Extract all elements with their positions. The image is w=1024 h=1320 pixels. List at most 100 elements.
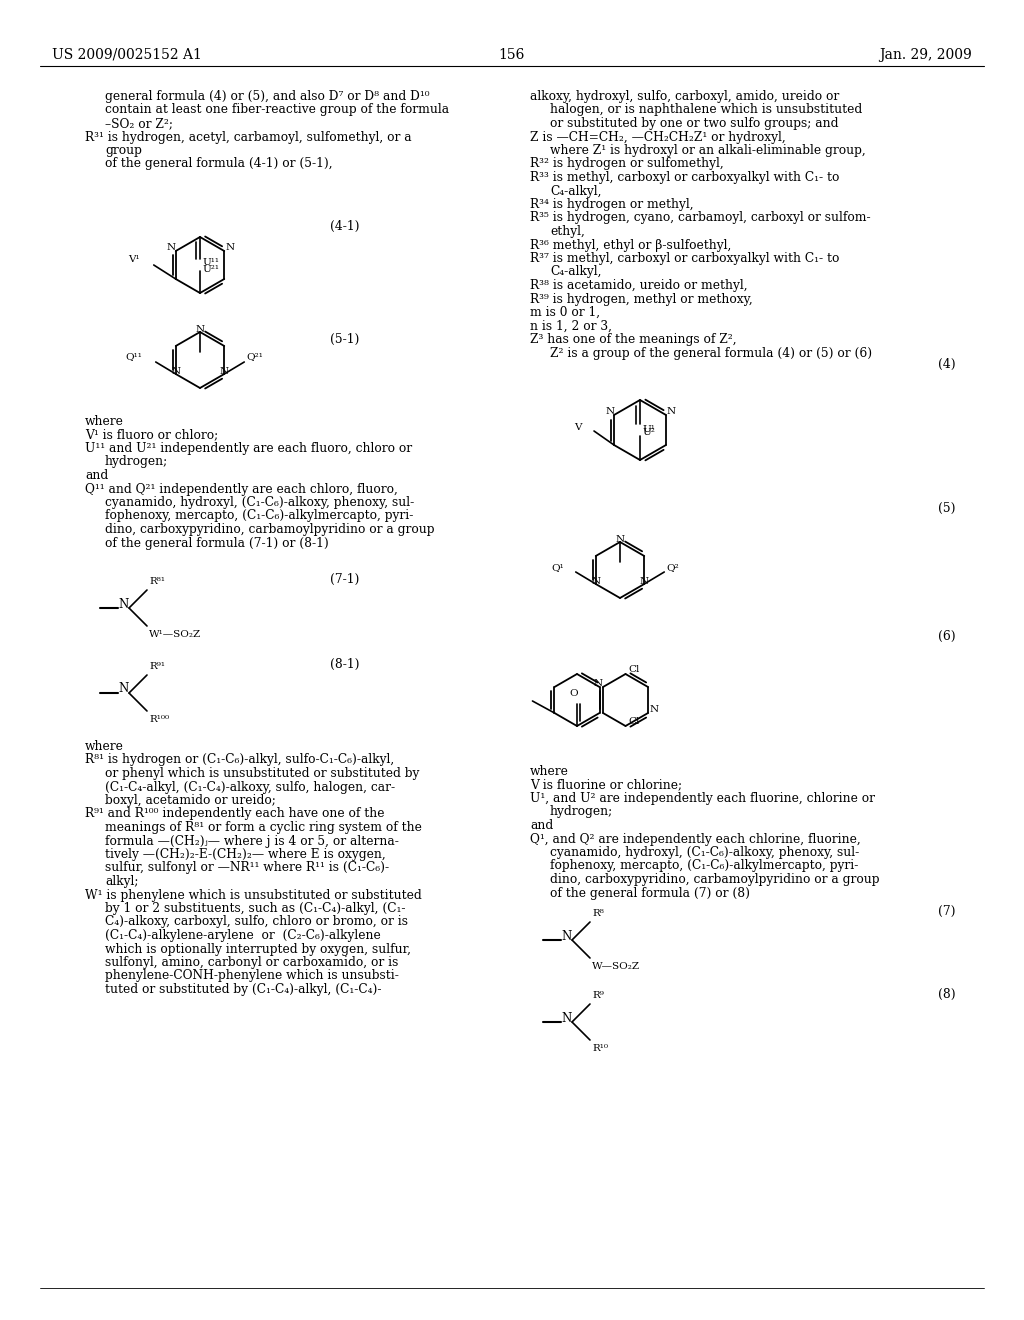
Text: where: where: [85, 414, 124, 428]
Text: R³⁹ is hydrogen, methyl or methoxy,: R³⁹ is hydrogen, methyl or methoxy,: [530, 293, 753, 305]
Text: R¹⁰: R¹⁰: [592, 1044, 608, 1053]
Text: ethyl,: ethyl,: [550, 224, 585, 238]
Text: V¹: V¹: [128, 256, 139, 264]
Text: R³⁴ is hydrogen or methyl,: R³⁴ is hydrogen or methyl,: [530, 198, 693, 211]
Text: (7‑1): (7‑1): [330, 573, 359, 586]
Text: Q¹: Q¹: [551, 564, 564, 573]
Text: of the general formula (4‑1) or (5‑1),: of the general formula (4‑1) or (5‑1),: [105, 157, 333, 170]
Text: cyanamido, hydroxyl, (C₁-C₆)-alkoxy, phenoxy, sul-: cyanamido, hydroxyl, (C₁-C₆)-alkoxy, phe…: [105, 496, 415, 510]
Text: R⁹¹ and R¹⁰⁰ independently each have one of the: R⁹¹ and R¹⁰⁰ independently each have one…: [85, 808, 384, 821]
Text: Q¹, and Q² are independently each chlorine, fluorine,: Q¹, and Q² are independently each chlori…: [530, 833, 861, 846]
Text: Q¹¹ and Q²¹ independently are each chloro, fluoro,: Q¹¹ and Q²¹ independently are each chlor…: [85, 483, 398, 495]
Text: –SO₂ or Z²;: –SO₂ or Z²;: [105, 117, 173, 129]
Text: sulfur, sulfonyl or —NR¹¹ where R¹¹ is (C₁-C₆)-: sulfur, sulfonyl or —NR¹¹ where R¹¹ is (…: [105, 862, 389, 874]
Text: R⁹¹: R⁹¹: [150, 663, 165, 671]
Text: R⁸: R⁸: [592, 909, 604, 917]
Text: V is fluorine or chlorine;: V is fluorine or chlorine;: [530, 779, 682, 792]
Text: N: N: [220, 367, 228, 375]
Text: N: N: [649, 705, 658, 714]
Text: (5‑1): (5‑1): [330, 333, 359, 346]
Text: U²: U²: [642, 428, 655, 437]
Text: which is optionally interrupted by oxygen, sulfur,: which is optionally interrupted by oxyge…: [105, 942, 411, 956]
Text: (4): (4): [938, 358, 955, 371]
Text: (C₁-C₄)-alkylene-arylene  or  (C₂-C₆)-alkylene: (C₁-C₄)-alkylene-arylene or (C₂-C₆)-alky…: [105, 929, 381, 942]
Text: R⁸¹: R⁸¹: [150, 577, 165, 586]
Text: R³² is hydrogen or sulfomethyl,: R³² is hydrogen or sulfomethyl,: [530, 157, 724, 170]
Text: C₄)-alkoxy, carboxyl, sulfo, chloro or bromo, or is: C₄)-alkoxy, carboxyl, sulfo, chloro or b…: [105, 916, 408, 928]
Text: Cl: Cl: [629, 718, 640, 726]
Text: N: N: [167, 243, 176, 252]
Text: by 1 or 2 substituents, such as (C₁-C₄)-alkyl, (C₁-: by 1 or 2 substituents, such as (C₁-C₄)-…: [105, 902, 406, 915]
Text: U²¹: U²¹: [202, 265, 219, 275]
Text: R³³ is methyl, carboxyl or carboxyalkyl with C₁- to: R³³ is methyl, carboxyl or carboxyalkyl …: [530, 172, 840, 183]
Text: W—SO₂Z: W—SO₂Z: [592, 962, 640, 972]
Text: contain at least one fiber-reactive group of the formula: contain at least one fiber-reactive grou…: [105, 103, 450, 116]
Text: of the general formula (7‑1) or (8‑1): of the general formula (7‑1) or (8‑1): [105, 536, 329, 549]
Text: R³⁷ is methyl, carboxyl or carboxyalkyl with C₁- to: R³⁷ is methyl, carboxyl or carboxyalkyl …: [530, 252, 840, 265]
Text: hydrogen;: hydrogen;: [550, 805, 613, 818]
Text: Cl: Cl: [629, 665, 640, 675]
Text: (6): (6): [938, 630, 955, 643]
Text: R¹⁰⁰: R¹⁰⁰: [150, 715, 169, 723]
Text: fophenoxy, mercapto, (C₁-C₆)-alkylmercapto, pyri-: fophenoxy, mercapto, (C₁-C₆)-alkylmercap…: [550, 859, 858, 873]
Text: Q²¹: Q²¹: [246, 352, 263, 362]
Text: N: N: [640, 577, 649, 586]
Text: tuted or substituted by (C₁-C₄)-alkyl, (C₁-C₄)-: tuted or substituted by (C₁-C₄)-alkyl, (…: [105, 983, 382, 997]
Text: C₄-alkyl,: C₄-alkyl,: [550, 265, 601, 279]
Text: US 2009/0025152 A1: US 2009/0025152 A1: [52, 48, 202, 62]
Text: group: group: [105, 144, 142, 157]
Text: and: and: [530, 818, 553, 832]
Text: N: N: [118, 598, 128, 610]
Text: halogen, or is naphthalene which is unsubstituted: halogen, or is naphthalene which is unsu…: [550, 103, 862, 116]
Text: formula —(CH₂)ⱼ— where j is 4 or 5, or alterna-: formula —(CH₂)ⱼ— where j is 4 or 5, or a…: [105, 834, 399, 847]
Text: N: N: [561, 929, 571, 942]
Text: (C₁-C₄-alkyl, (C₁-C₄)-alkoxy, sulfo, halogen, car-: (C₁-C₄-alkyl, (C₁-C₄)-alkoxy, sulfo, hal…: [105, 780, 395, 793]
Text: Z is —CH=CH₂, —CH₂CH₂Z¹ or hydroxyl,: Z is —CH=CH₂, —CH₂CH₂Z¹ or hydroxyl,: [530, 131, 785, 144]
Text: phenylene-CONH-phenylene which is unsubsti-: phenylene-CONH-phenylene which is unsubs…: [105, 969, 399, 982]
Text: R³⁸ is acetamido, ureido or methyl,: R³⁸ is acetamido, ureido or methyl,: [530, 279, 748, 292]
Text: W¹ is phenylene which is unsubstituted or substituted: W¹ is phenylene which is unsubstituted o…: [85, 888, 422, 902]
Text: (5): (5): [938, 502, 955, 515]
Text: cyanamido, hydroxyl, (C₁-C₆)-alkoxy, phenoxy, sul-: cyanamido, hydroxyl, (C₁-C₆)-alkoxy, phe…: [550, 846, 859, 859]
Text: R⁹: R⁹: [592, 991, 604, 1001]
Text: W¹—SO₂Z: W¹—SO₂Z: [150, 630, 202, 639]
Text: fophenoxy, mercapto, (C₁-C₆)-alkylmercapto, pyri-: fophenoxy, mercapto, (C₁-C₆)-alkylmercap…: [105, 510, 414, 523]
Text: R³⁶ methyl, ethyl or β-sulfoethyl,: R³⁶ methyl, ethyl or β-sulfoethyl,: [530, 239, 731, 252]
Text: C₄-alkyl,: C₄-alkyl,: [550, 185, 601, 198]
Text: N: N: [225, 243, 234, 252]
Text: m is 0 or 1,: m is 0 or 1,: [530, 306, 600, 319]
Text: dino, carboxypyridino, carbamoylpyridino or a group: dino, carboxypyridino, carbamoylpyridino…: [105, 523, 434, 536]
Text: U¹¹: U¹¹: [202, 257, 219, 267]
Text: R³⁵ is hydrogen, cyano, carbamoyl, carboxyl or sulfom-: R³⁵ is hydrogen, cyano, carbamoyl, carbo…: [530, 211, 870, 224]
Text: N: N: [591, 577, 600, 586]
Text: or substituted by one or two sulfo groups; and: or substituted by one or two sulfo group…: [550, 117, 839, 129]
Text: N: N: [615, 535, 625, 544]
Text: where: where: [530, 766, 569, 777]
Text: N: N: [196, 325, 205, 334]
Text: N: N: [667, 408, 676, 417]
Text: U¹: U¹: [642, 425, 655, 434]
Text: where: where: [85, 741, 124, 752]
Text: Q¹¹: Q¹¹: [125, 352, 141, 362]
Text: U¹¹ and U²¹ independently are each fluoro, chloro or: U¹¹ and U²¹ independently are each fluor…: [85, 442, 412, 455]
Text: Z³ has one of the meanings of Z²,: Z³ has one of the meanings of Z²,: [530, 333, 736, 346]
Text: meanings of R⁸¹ or form a cyclic ring system of the: meanings of R⁸¹ or form a cyclic ring sy…: [105, 821, 422, 834]
Text: dino, carboxypyridino, carbamoylpyridino or a group: dino, carboxypyridino, carbamoylpyridino…: [550, 873, 880, 886]
Text: N: N: [605, 408, 614, 417]
Text: U¹, and U² are independently each fluorine, chlorine or: U¹, and U² are independently each fluori…: [530, 792, 874, 805]
Text: where Z¹ is hydroxyl or an alkali-eliminable group,: where Z¹ is hydroxyl or an alkali-elimin…: [550, 144, 865, 157]
Text: Z² is a group of the general formula (4) or (5) or (6): Z² is a group of the general formula (4)…: [550, 346, 872, 359]
Text: N: N: [594, 680, 603, 689]
Text: N: N: [118, 682, 128, 696]
Text: alkyl;: alkyl;: [105, 875, 138, 888]
Text: Q²: Q²: [667, 564, 679, 573]
Text: O: O: [569, 689, 579, 698]
Text: (8): (8): [938, 987, 955, 1001]
Text: n is 1, 2 or 3,: n is 1, 2 or 3,: [530, 319, 612, 333]
Text: Jan. 29, 2009: Jan. 29, 2009: [880, 48, 972, 62]
Text: tively —(CH₂)₂-E-(CH₂)₂— where E is oxygen,: tively —(CH₂)₂-E-(CH₂)₂— where E is oxyg…: [105, 847, 386, 861]
Text: general formula (4) or (5), and also D⁷ or D⁸ and D¹⁰: general formula (4) or (5), and also D⁷ …: [105, 90, 430, 103]
Text: hydrogen;: hydrogen;: [105, 455, 168, 469]
Text: sulfonyl, amino, carbonyl or carboxamido, or is: sulfonyl, amino, carbonyl or carboxamido…: [105, 956, 398, 969]
Text: (7): (7): [938, 906, 955, 917]
